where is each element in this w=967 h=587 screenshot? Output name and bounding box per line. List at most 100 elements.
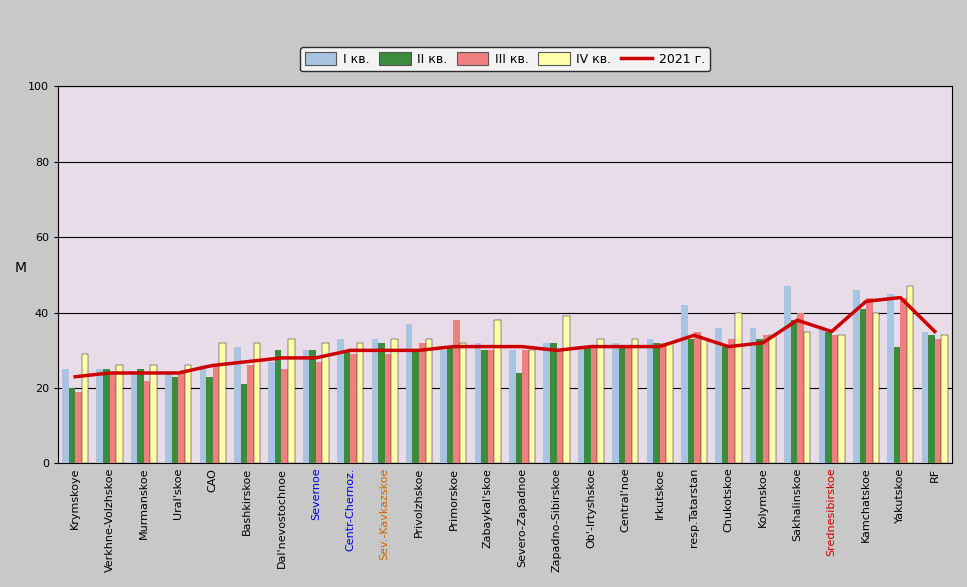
- Bar: [832, 335, 838, 464]
- Bar: [62, 369, 69, 464]
- Bar: [509, 350, 515, 464]
- Bar: [853, 290, 860, 464]
- Bar: [269, 362, 275, 464]
- Bar: [522, 350, 529, 464]
- Bar: [460, 343, 466, 464]
- Bar: [234, 346, 241, 464]
- Bar: [701, 339, 707, 464]
- Bar: [248, 366, 253, 464]
- Bar: [900, 298, 907, 464]
- Bar: [116, 366, 123, 464]
- Bar: [109, 373, 116, 464]
- Bar: [907, 286, 914, 464]
- Bar: [626, 346, 631, 464]
- Bar: [866, 298, 872, 464]
- Bar: [716, 328, 722, 464]
- Bar: [75, 392, 81, 464]
- Bar: [475, 343, 482, 464]
- Bar: [440, 350, 447, 464]
- Bar: [694, 332, 701, 464]
- Bar: [728, 339, 735, 464]
- Bar: [357, 343, 364, 464]
- Bar: [872, 313, 879, 464]
- Bar: [797, 313, 804, 464]
- Bar: [350, 354, 357, 464]
- Bar: [454, 320, 460, 464]
- Bar: [151, 366, 157, 464]
- Bar: [598, 339, 604, 464]
- Bar: [281, 369, 288, 464]
- Bar: [392, 339, 397, 464]
- Bar: [144, 380, 151, 464]
- Bar: [406, 324, 413, 464]
- Bar: [103, 369, 109, 464]
- Bar: [220, 343, 225, 464]
- Bar: [619, 346, 626, 464]
- Bar: [343, 350, 350, 464]
- Bar: [888, 294, 894, 464]
- Bar: [371, 339, 378, 464]
- Bar: [178, 373, 185, 464]
- Bar: [722, 346, 728, 464]
- Bar: [494, 320, 501, 464]
- Bar: [804, 332, 810, 464]
- Bar: [241, 384, 248, 464]
- Bar: [584, 346, 591, 464]
- Bar: [425, 339, 432, 464]
- Bar: [935, 339, 941, 464]
- Bar: [515, 373, 522, 464]
- Bar: [529, 350, 536, 464]
- Bar: [378, 343, 385, 464]
- Bar: [922, 332, 928, 464]
- Bar: [206, 377, 213, 464]
- Bar: [131, 373, 137, 464]
- Bar: [749, 328, 756, 464]
- Bar: [288, 339, 295, 464]
- Bar: [447, 346, 454, 464]
- Bar: [322, 343, 329, 464]
- Bar: [213, 366, 220, 464]
- Bar: [860, 309, 866, 464]
- Bar: [550, 343, 557, 464]
- Bar: [419, 343, 425, 464]
- Bar: [941, 335, 948, 464]
- Bar: [819, 328, 825, 464]
- Bar: [578, 346, 584, 464]
- Bar: [69, 388, 75, 464]
- Bar: [688, 339, 694, 464]
- Bar: [659, 343, 666, 464]
- Bar: [137, 369, 144, 464]
- Bar: [756, 339, 763, 464]
- Bar: [681, 305, 688, 464]
- Bar: [631, 339, 638, 464]
- Bar: [770, 335, 776, 464]
- Bar: [591, 346, 598, 464]
- Bar: [97, 369, 103, 464]
- Bar: [482, 350, 487, 464]
- Bar: [791, 320, 797, 464]
- Bar: [784, 286, 791, 464]
- Bar: [653, 343, 659, 464]
- Bar: [309, 350, 316, 464]
- Bar: [563, 316, 570, 464]
- Bar: [557, 350, 563, 464]
- Bar: [825, 332, 832, 464]
- Bar: [385, 354, 392, 464]
- Bar: [316, 362, 322, 464]
- Bar: [487, 350, 494, 464]
- Bar: [275, 350, 281, 464]
- Bar: [647, 339, 653, 464]
- Bar: [543, 343, 550, 464]
- Bar: [413, 350, 419, 464]
- Bar: [838, 335, 845, 464]
- Bar: [199, 366, 206, 464]
- Bar: [165, 373, 172, 464]
- Bar: [735, 313, 742, 464]
- Bar: [337, 339, 343, 464]
- Bar: [612, 343, 619, 464]
- Bar: [666, 343, 673, 464]
- Legend: І кв., ІІ кв., ІІІ кв., ІV кв., 2021 г.: І кв., ІІ кв., ІІІ кв., ІV кв., 2021 г.: [300, 48, 710, 71]
- Y-axis label: М: М: [15, 261, 27, 275]
- Bar: [763, 335, 770, 464]
- Bar: [253, 343, 260, 464]
